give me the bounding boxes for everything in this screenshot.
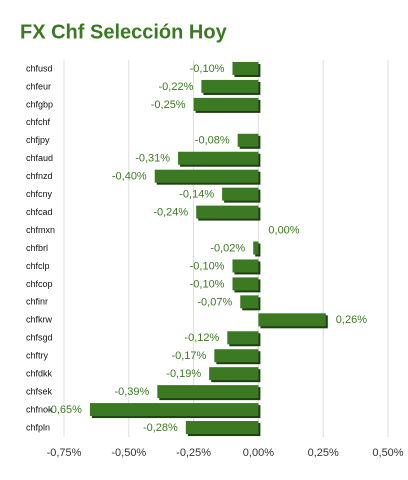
value-label: -0,19%	[166, 368, 201, 380]
value-label: -0,40%	[112, 171, 147, 183]
bar	[89, 403, 259, 417]
y-tick-label: chfcop	[26, 279, 53, 289]
bar	[232, 277, 259, 291]
y-tick-label: chfeur	[26, 81, 51, 91]
value-label: 0,00%	[268, 224, 299, 236]
y-tick-label: chfusd	[26, 63, 53, 73]
value-label: -0,25%	[151, 99, 186, 111]
value-label: -0,22%	[159, 81, 194, 93]
bar	[154, 169, 259, 183]
chart-title: FX Chf Selección Hoy	[20, 21, 228, 43]
y-tick-label: chfaud	[26, 153, 53, 163]
bar	[258, 313, 326, 327]
value-label: -0,17%	[171, 350, 206, 362]
value-label: -0,10%	[190, 63, 225, 75]
value-label: -0,39%	[114, 386, 149, 398]
bar	[209, 367, 259, 381]
y-tick-label: chfsgd	[26, 333, 53, 343]
y-tick-label: chfclp	[26, 261, 50, 271]
y-tick-label: chfdkk	[26, 369, 53, 379]
value-label: -0,10%	[190, 278, 225, 290]
bar	[201, 79, 259, 93]
x-tick-label: -0,50%	[111, 447, 146, 459]
bar	[227, 331, 259, 345]
y-tick-label: chfchf	[26, 117, 51, 127]
value-label: -0,10%	[190, 260, 225, 272]
bar	[196, 205, 259, 219]
bar	[237, 133, 259, 147]
y-tick-label: chfmxn	[26, 225, 55, 235]
y-tick-label: chfinr	[26, 297, 48, 307]
y-tick-label: chfnzd	[26, 171, 53, 181]
bar	[222, 187, 259, 201]
y-tick-label: chftry	[26, 351, 49, 361]
y-tick-label: chfkrw	[26, 315, 53, 325]
bar	[214, 349, 259, 363]
bar	[240, 295, 259, 309]
value-label: -0,31%	[135, 153, 170, 165]
value-label: -0,02%	[210, 242, 245, 254]
y-tick-label: chfcad	[26, 207, 53, 217]
bar	[253, 241, 259, 255]
y-tick-label: chfsek	[26, 386, 53, 396]
value-label: -0,08%	[195, 135, 230, 147]
value-label: -0,65%	[47, 404, 82, 416]
bar	[193, 97, 259, 111]
value-label: 0,26%	[336, 314, 367, 326]
y-tick-label: chfcny	[26, 189, 53, 199]
y-tick-label: chfnok	[26, 404, 53, 414]
value-label: -0,28%	[143, 422, 178, 434]
x-tick-label: 0,00%	[243, 447, 274, 459]
y-tick-label: chfbrl	[26, 243, 48, 253]
x-tick-label: -0,75%	[47, 447, 82, 459]
bar	[232, 259, 259, 273]
value-label: -0,14%	[179, 189, 214, 201]
value-label: -0,24%	[153, 207, 188, 219]
x-tick-label: 0,50%	[372, 447, 403, 459]
bar	[157, 385, 259, 399]
bar	[185, 421, 259, 435]
value-label: -0,12%	[184, 332, 219, 344]
y-tick-label: chfjpy	[26, 135, 50, 145]
x-tick-label: -0,25%	[176, 447, 211, 459]
y-tick-label: chfgbp	[26, 99, 53, 109]
y-tick-label: chfpln	[26, 422, 50, 432]
bar	[178, 151, 259, 165]
bar	[232, 61, 259, 75]
x-tick-label: 0,25%	[308, 447, 339, 459]
value-label: -0,07%	[197, 296, 232, 308]
